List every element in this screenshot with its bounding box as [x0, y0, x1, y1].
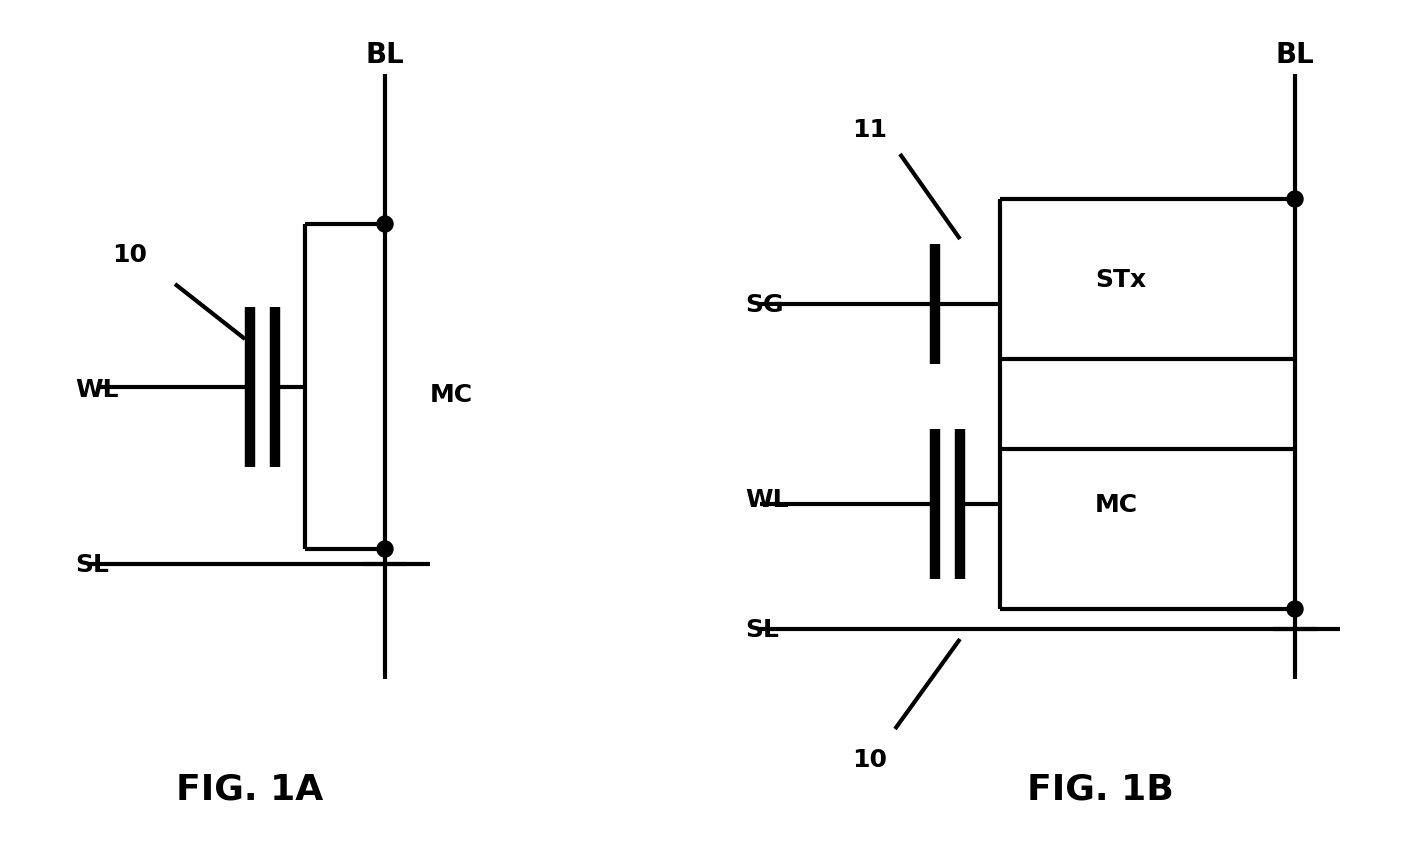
Text: BL: BL — [1276, 41, 1315, 69]
Text: SL: SL — [744, 617, 779, 641]
Circle shape — [376, 217, 394, 232]
Text: SL: SL — [76, 553, 108, 576]
Circle shape — [1288, 192, 1303, 208]
Text: 11: 11 — [853, 118, 887, 142]
Text: MC: MC — [431, 382, 473, 406]
Text: FIG. 1A: FIG. 1A — [177, 772, 324, 806]
Text: BL: BL — [365, 41, 405, 69]
Text: WL: WL — [76, 378, 118, 401]
Text: WL: WL — [744, 487, 789, 511]
Circle shape — [1288, 601, 1303, 617]
Text: SG: SG — [744, 293, 784, 317]
Text: 10: 10 — [853, 747, 887, 771]
Text: FIG. 1B: FIG. 1B — [1027, 772, 1174, 806]
Circle shape — [376, 542, 394, 557]
Text: MC: MC — [1095, 492, 1138, 517]
Text: 10: 10 — [113, 243, 147, 267]
Text: STx: STx — [1095, 268, 1147, 292]
